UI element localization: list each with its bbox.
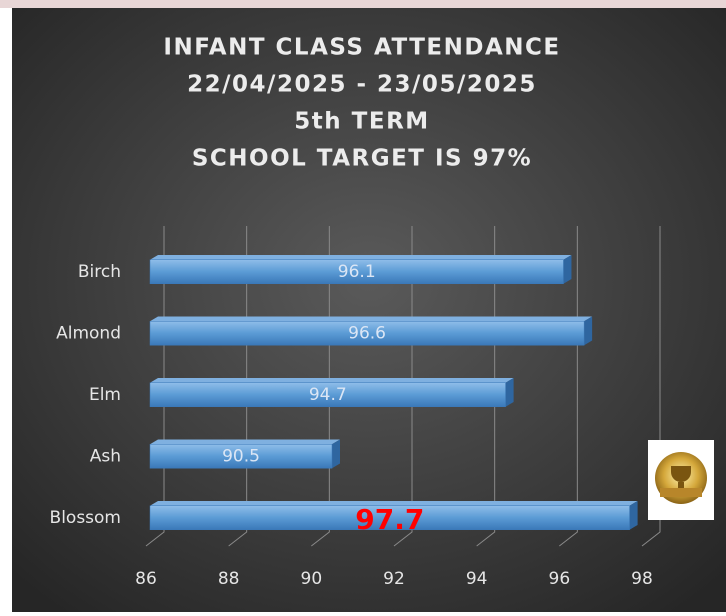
value-label: 97.7	[355, 503, 424, 536]
chart-title: 5th TERM	[294, 109, 429, 135]
value-label: 96.1	[338, 262, 376, 282]
chart-title: SCHOOL TARGET IS 97%	[192, 146, 532, 172]
category-label: Ash	[90, 446, 121, 466]
bar-side	[563, 255, 571, 284]
page: INFANT CLASS ATTENDANCE 22/04/2025 - 23/0…	[0, 0, 726, 612]
bar-top	[150, 378, 514, 383]
bar-side	[506, 378, 514, 407]
top-strip	[0, 0, 726, 8]
bar-top	[150, 255, 571, 260]
x-tick-label: 94	[466, 569, 488, 589]
winner-ribbon	[660, 488, 702, 497]
category-label: Almond	[56, 323, 121, 343]
x-tick-label: 86	[135, 569, 157, 589]
value-label: 90.5	[222, 446, 260, 466]
category-label: Blossom	[50, 508, 121, 528]
bar-top	[150, 439, 340, 444]
category-label: Elm	[89, 385, 121, 405]
x-tick-label: 90	[301, 569, 323, 589]
category-label: Birch	[78, 262, 121, 282]
bar-top	[150, 316, 592, 321]
bar-side	[630, 501, 638, 530]
chart-title: 22/04/2025 - 23/05/2025	[187, 72, 537, 98]
x-tick-label: 98	[631, 569, 653, 589]
chart-title: INFANT CLASS ATTENDANCE	[163, 35, 560, 61]
winner-icon	[648, 440, 714, 520]
chart: INFANT CLASS ATTENDANCE 22/04/2025 - 23/0…	[0, 0, 726, 612]
bar-side	[332, 439, 340, 468]
value-label: 96.6	[348, 323, 386, 343]
bar-side	[584, 316, 592, 345]
x-tick-label: 88	[218, 569, 240, 589]
x-tick-label: 92	[383, 569, 405, 589]
x-tick-label: 96	[549, 569, 571, 589]
value-label: 94.7	[309, 385, 347, 405]
